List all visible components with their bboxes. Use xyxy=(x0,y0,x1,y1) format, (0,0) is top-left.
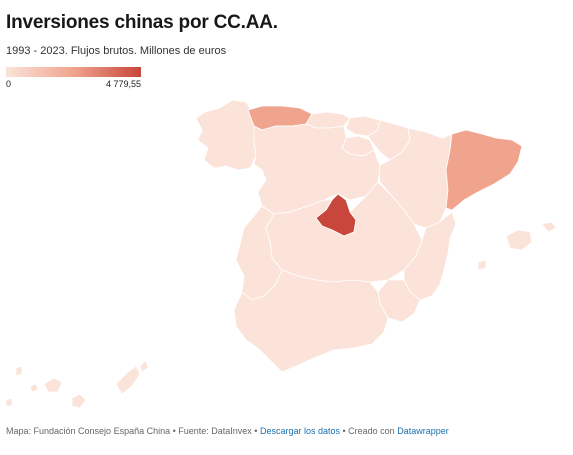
footer-prefix: Mapa: Fundación Consejo España China • F… xyxy=(6,426,260,436)
region-valenciana[interactable] xyxy=(403,211,457,301)
legend-min-label: 0 xyxy=(6,79,12,89)
spain-choropleth-map xyxy=(5,99,557,409)
color-legend: 0 4 779,55 xyxy=(6,67,141,89)
legend-max-label: 4 779,55 xyxy=(105,79,141,89)
region-andalucia[interactable] xyxy=(233,269,389,373)
download-data-link[interactable]: Descargar los datos xyxy=(259,426,340,436)
region-canarias[interactable] xyxy=(5,359,149,409)
region-galicia[interactable] xyxy=(195,99,257,171)
chart-title: Inversiones chinas por CC.AA. xyxy=(6,12,278,33)
legend-gradient-bar xyxy=(6,67,141,77)
region-baleares[interactable] xyxy=(477,221,557,271)
footer-middle: • Creado con xyxy=(340,426,398,436)
region-cantabria[interactable] xyxy=(305,111,351,129)
region-cataluna[interactable] xyxy=(445,129,523,211)
chart-subtitle: 1993 - 2023. Flujos brutos. Millones de … xyxy=(6,45,227,57)
datawrapper-link[interactable]: Datawrapper xyxy=(397,426,449,436)
footer-credits: Mapa: Fundación Consejo España China • F… xyxy=(6,426,449,436)
